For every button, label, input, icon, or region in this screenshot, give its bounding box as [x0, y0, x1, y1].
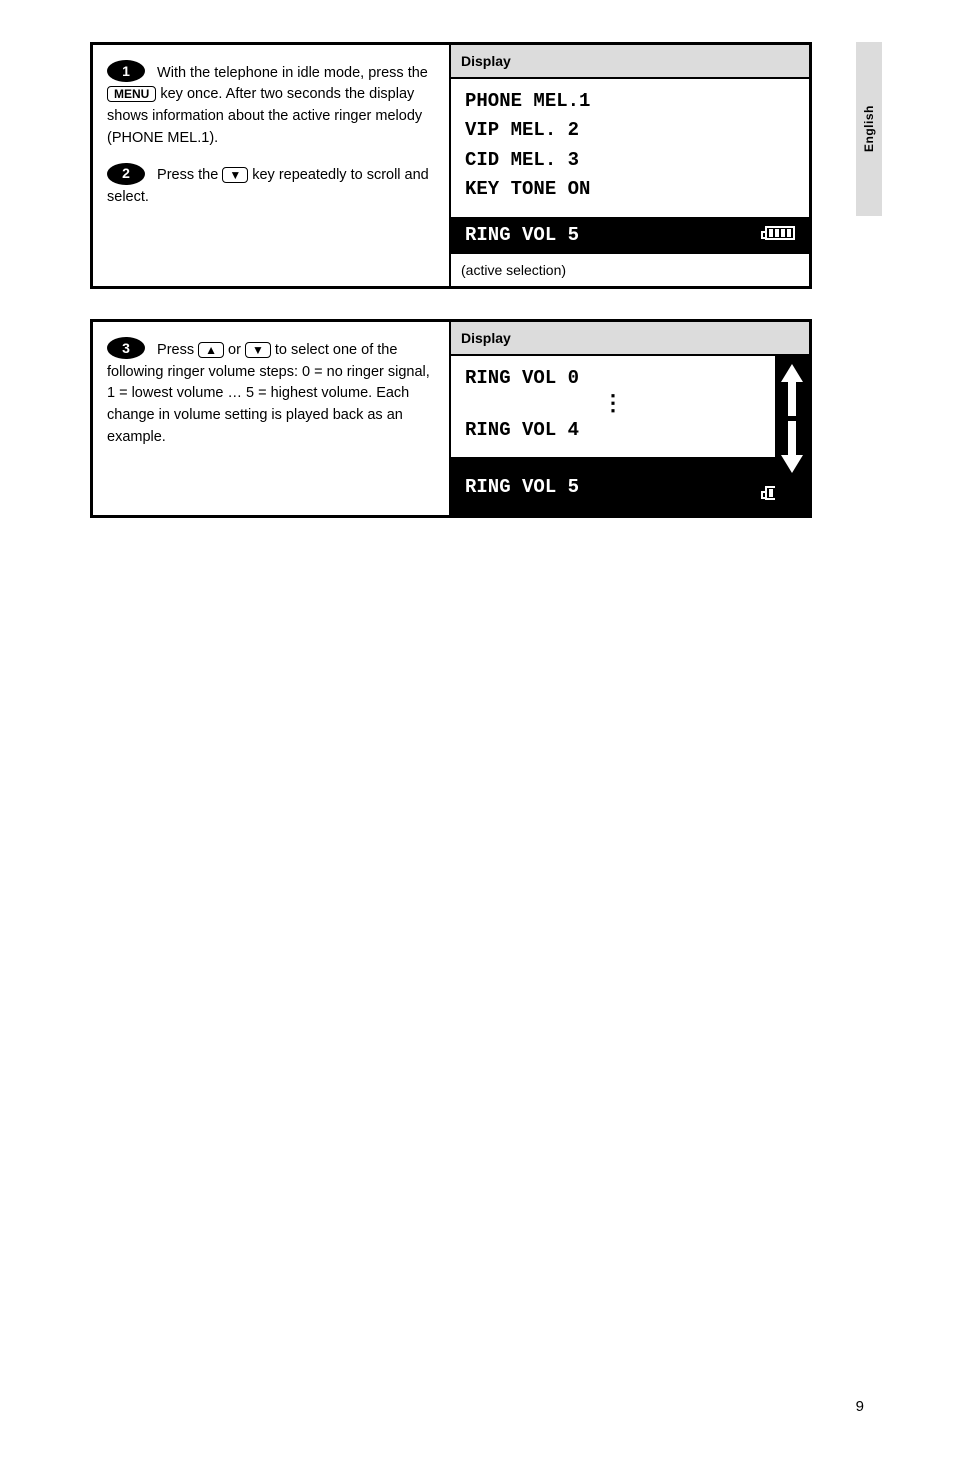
arrow-up-icon [781, 364, 803, 416]
display-line: CID MEL. 3 [465, 146, 795, 175]
box1-step1: 1 With the telephone in idle mode, press… [107, 61, 437, 150]
display-line: RING VOL 5 [465, 224, 579, 246]
down-key: ▼ [245, 342, 271, 358]
box2-step1: 3 Press ▲ or ▼ to select one of the foll… [107, 338, 437, 448]
box1-left: 1 With the telephone in idle mode, press… [93, 45, 451, 286]
display-header: Display [451, 45, 809, 79]
display-line: RING VOL 4 [465, 416, 761, 445]
display-white: RING VOL 0 ⋮ RING VOL 4 [451, 356, 809, 457]
display-header: Display [451, 322, 809, 356]
display-white: PHONE MEL.1 VIP MEL. 2 CID MEL. 3 KEY TO… [451, 79, 809, 217]
arrow-bar [775, 356, 809, 515]
box2-right: Display RING VOL 0 ⋮ RING VOL 4 RING VOL… [451, 322, 809, 515]
box2-left: 3 Press ▲ or ▼ to select one of the foll… [93, 322, 451, 515]
display-line: ⋮ [465, 394, 761, 416]
arrow-down-icon [781, 421, 803, 473]
step-text: With the telephone in idle mode, press t… [107, 65, 428, 146]
step-text: Press ▲ or ▼ to select one of the follow… [107, 342, 430, 445]
instruction-box-2: 3 Press ▲ or ▼ to select one of the foll… [90, 319, 812, 518]
down-key: ▼ [222, 167, 248, 183]
display-line: VIP MEL. 2 [465, 116, 795, 145]
menu-key: MENU [107, 86, 156, 102]
battery-icon [765, 223, 795, 249]
side-tab: English [856, 42, 882, 216]
up-key: ▲ [198, 342, 224, 358]
display-caption: (active selection) [451, 254, 809, 286]
page: 1 With the telephone in idle mode, press… [0, 0, 954, 558]
box1-right: Display PHONE MEL.1 VIP MEL. 2 CID MEL. … [451, 45, 809, 286]
display-line: PHONE MEL.1 [465, 87, 795, 116]
display-line: RING VOL 5 [465, 476, 579, 498]
instruction-box-1: 1 With the telephone in idle mode, press… [90, 42, 812, 289]
step-badge: 3 [107, 337, 145, 359]
step-text: Press the ▼ key repeatedly to scroll and… [107, 167, 429, 205]
page-number: 9 [856, 1398, 864, 1415]
step-badge: 1 [107, 60, 145, 82]
step-badge: 2 [107, 163, 145, 185]
box1-step2: 2 Press the ▼ key repeatedly to scroll a… [107, 164, 437, 209]
display-line: KEY TONE ON [465, 175, 795, 204]
display-black: RING VOL 5 [451, 457, 809, 515]
display-black: RING VOL 5 [451, 217, 809, 255]
display-line: RING VOL 0 [465, 364, 761, 393]
